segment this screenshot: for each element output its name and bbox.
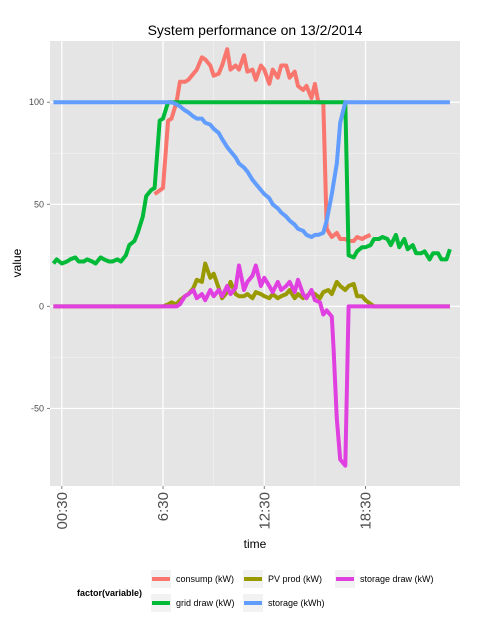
legend: factor(variable) consump (kW) grid draw (… — [77, 570, 434, 612]
series-lines — [51, 47, 452, 468]
x-tick-label: 6:30 — [155, 492, 172, 521]
legend-label: storage draw (kW) — [360, 574, 434, 584]
chart-title: System performance on 13/2/2014 — [148, 22, 363, 38]
series-line-storage-kwh — [53, 100, 450, 239]
y-tick-label: -50 — [31, 403, 44, 413]
legend-item-grid-draw-kw: grid draw (kW) — [151, 594, 235, 612]
y-tick-label: 50 — [34, 199, 44, 209]
series-line-grid-draw-kw — [51, 100, 452, 266]
legend-item-pv-prod-kw: PV prod (kW) — [243, 570, 322, 588]
y-tick-label: 0 — [39, 301, 44, 311]
y-axis: -50 0 50 100 — [29, 97, 50, 413]
x-axis: 00:30 6:30 12:30 18:30 — [54, 486, 375, 530]
x-tick-label: 18:30 — [358, 492, 375, 530]
x-tick-label: 00:30 — [54, 492, 71, 530]
y-axis-title: value — [10, 248, 24, 277]
legend-item-storage-draw-kw: storage draw (kW) — [335, 570, 434, 588]
legend-item-consump-kw: consump (kW) — [151, 570, 234, 588]
series-line-consump-kw — [153, 47, 372, 243]
legend-label: grid draw (kW) — [176, 598, 235, 608]
legend-title: factor(variable) — [77, 588, 142, 598]
legend-label: consump (kW) — [176, 574, 234, 584]
y-tick-label: 100 — [29, 97, 44, 107]
x-tick-label: 12:30 — [256, 492, 273, 530]
plot-panel — [50, 41, 460, 486]
series-line-storage-draw-kw — [53, 263, 450, 468]
legend-item-storage-kwh: storage (kWh) — [243, 594, 325, 612]
legend-label: storage (kWh) — [268, 598, 325, 608]
x-axis-title: time — [244, 537, 267, 551]
legend-label: PV prod (kW) — [268, 574, 322, 584]
series-line-pv-prod-kw — [53, 261, 450, 309]
